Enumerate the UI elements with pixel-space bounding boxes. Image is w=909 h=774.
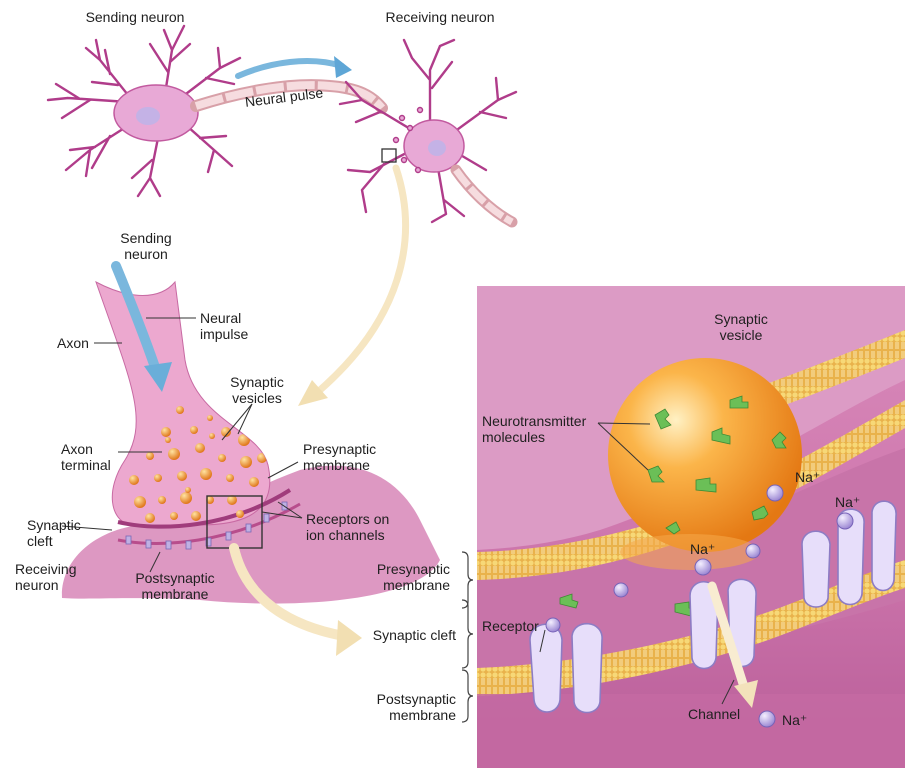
sodium-ions [545,484,854,728]
label-receptor: Receptor [482,618,539,634]
label-receiving-neuron-top: Receiving neuron [385,9,495,25]
callout-arrowhead-bottom [336,620,362,656]
label-neural-impulse: Neural impulse [200,310,249,342]
label-synaptic-cleft-left: Synaptic cleft [27,517,81,549]
presynaptic-membrane-line [117,488,292,529]
label-channel: Channel [688,706,741,722]
label-postsynaptic-membrane-left: Postsynaptic membrane [135,570,215,602]
terminal-vesicles [129,406,267,523]
ion-flow-arrowhead [734,680,758,708]
label-sending-neuron: Sending neuron [120,230,172,262]
ion-flow-arrow [707,581,750,695]
label-na-1: Na⁺ [795,469,821,485]
label-neurotransmitter-molecules: Neurotransmitter molecules [482,413,587,445]
callout-arrowhead-top [298,380,328,406]
sending-nucleus [136,107,160,125]
axon-terminal-body [95,280,271,526]
label-presynaptic-membrane-left: Presynaptic membrane [303,441,377,473]
postsynaptic-membrane-line [117,502,301,545]
label-presynaptic-membrane-right: Presynaptic membrane [376,561,450,593]
neural-pulse-arrowhead [334,56,352,78]
label-receiving-neuron: Receiving neuron [15,561,77,593]
label-na-3: Na⁺ [690,541,716,557]
braces [461,551,474,723]
label-receptors-on-ion-channels: Receptors on ion channels [306,511,390,543]
callout-arrow-bottom [229,543,349,641]
label-axon-terminal: Axon terminal [61,441,111,473]
label-sending-neuron-top: Sending neuron [85,9,185,25]
neural-pulse-arrow [235,58,345,79]
callout-arrow-top [316,164,409,394]
label-postsynaptic-membrane-right: Postsynaptic membrane [376,691,456,723]
presynaptic-bilayer-right [477,400,905,580]
receiving-nucleus [428,140,446,156]
receiving-neuron-body [61,465,441,604]
vesicle-fusion-glow [620,534,760,570]
leader-lines-right [539,422,735,705]
leader-lines-left [61,317,303,573]
label-axon: Axon [57,335,89,351]
label-synaptic-vesicles: Synaptic vesicles [230,374,284,406]
label-na-4: Na⁺ [782,712,808,728]
label-synaptic-vesicle: Synaptic vesicle [714,311,768,343]
label-na-2: Na⁺ [835,494,861,510]
label-synaptic-cleft-right: Synaptic cleft [372,627,456,643]
incoming-terminals [392,106,424,174]
synaptic-vesicle-large [608,358,802,552]
myelinated-axon [190,79,388,114]
neural-impulse-arrowhead [144,362,172,392]
zoom-box-top [381,148,397,163]
neural-impulse-arrow [111,261,163,381]
sending-neuron-top [46,24,242,198]
receptor-channels [529,500,897,714]
